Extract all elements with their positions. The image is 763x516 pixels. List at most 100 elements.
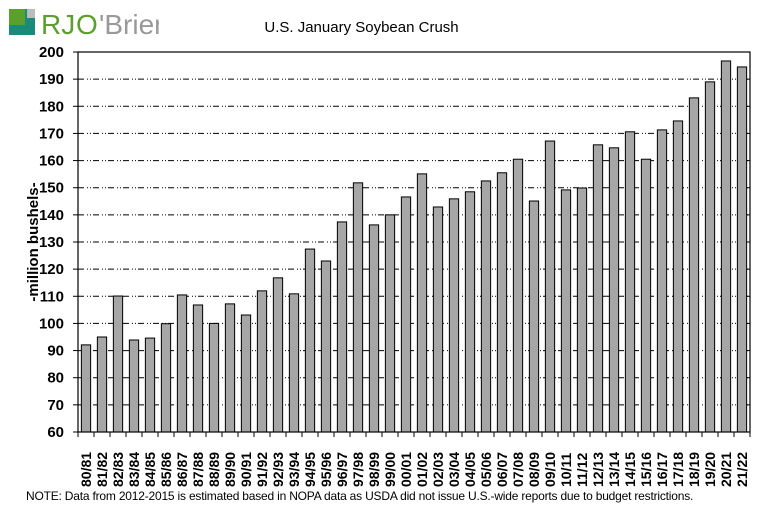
y-tick-label: 70 bbox=[47, 397, 64, 414]
y-tick-label: 60 bbox=[47, 424, 64, 441]
x-tick-label: 18/19 bbox=[686, 452, 702, 487]
bar bbox=[656, 129, 668, 433]
x-tick-label: 04/05 bbox=[462, 452, 478, 487]
bar bbox=[416, 173, 428, 433]
bar bbox=[528, 200, 540, 433]
rjobrien-logo: RJ O 'Brien bbox=[9, 9, 159, 39]
svg-text:'Brien: 'Brien bbox=[99, 9, 159, 39]
bar bbox=[80, 344, 92, 433]
bar bbox=[128, 339, 140, 433]
bar bbox=[384, 214, 396, 433]
y-tick-label: 140 bbox=[39, 207, 64, 224]
x-tick-label: 80/81 bbox=[78, 452, 94, 487]
x-tick-label: 16/17 bbox=[654, 452, 670, 487]
footnote: NOTE: Data from 2012-2015 is estimated b… bbox=[26, 489, 694, 503]
x-tick-label: 02/03 bbox=[430, 452, 446, 487]
y-tick-label: 80 bbox=[47, 370, 64, 387]
bar bbox=[160, 323, 172, 433]
x-tick-label: 15/16 bbox=[638, 452, 654, 487]
bar bbox=[112, 295, 124, 433]
bar bbox=[576, 187, 588, 433]
x-tick-label: 14/15 bbox=[622, 452, 638, 487]
x-tick-label: 19/20 bbox=[702, 452, 718, 487]
bar bbox=[560, 189, 572, 433]
x-tick-label: 10/11 bbox=[558, 453, 574, 487]
y-tick-label: 180 bbox=[39, 98, 64, 115]
bar bbox=[272, 277, 284, 433]
y-tick-label: 110 bbox=[40, 288, 64, 305]
bar bbox=[144, 337, 156, 433]
x-tick-label: 86/87 bbox=[174, 452, 190, 487]
bar bbox=[192, 304, 204, 433]
bar bbox=[480, 180, 492, 433]
x-tick-label: 94/95 bbox=[302, 452, 318, 487]
bar bbox=[624, 131, 636, 433]
bar bbox=[704, 81, 716, 433]
y-tick-label: 190 bbox=[39, 71, 64, 88]
bar bbox=[432, 206, 444, 433]
bar bbox=[512, 158, 524, 433]
x-tick-label: 13/14 bbox=[606, 452, 622, 487]
y-tick-label: 130 bbox=[39, 234, 64, 251]
x-tick-label: 17/18 bbox=[670, 452, 686, 487]
bar bbox=[672, 120, 684, 433]
bar bbox=[544, 140, 556, 433]
bar bbox=[368, 224, 380, 433]
chart-title: U.S. January Soybean Crush bbox=[264, 19, 459, 36]
svg-text:O: O bbox=[76, 9, 98, 39]
x-tick-label: 06/07 bbox=[494, 452, 510, 487]
plot-frame bbox=[77, 51, 751, 433]
bar bbox=[256, 290, 268, 433]
x-tick-label: 95/96 bbox=[318, 452, 334, 487]
bar bbox=[592, 144, 604, 433]
x-tick-label: 88/89 bbox=[206, 452, 222, 487]
x-tick-label: 96/97 bbox=[334, 452, 350, 487]
x-tick-label: 90/91 bbox=[238, 452, 254, 487]
y-tick-label: 170 bbox=[39, 125, 64, 142]
x-tick-label: 92/93 bbox=[270, 452, 286, 487]
bar bbox=[96, 336, 108, 433]
x-tick-label: 98/99 bbox=[366, 452, 382, 487]
bar bbox=[352, 182, 364, 433]
y-tick-label: 100 bbox=[39, 315, 64, 332]
x-tick-label: 97/98 bbox=[350, 452, 366, 487]
bar bbox=[400, 196, 412, 433]
x-tick-label: 20/21 bbox=[718, 452, 734, 487]
x-tick-label: 09/10 bbox=[542, 452, 558, 487]
x-tick-label: 01/02 bbox=[414, 452, 430, 487]
x-tick-label: 91/92 bbox=[254, 452, 270, 487]
x-tick-label: 82/83 bbox=[110, 452, 126, 487]
bar bbox=[496, 172, 508, 433]
bar bbox=[464, 191, 476, 433]
x-tick-label: 05/06 bbox=[478, 452, 494, 487]
y-tick-label: 200 bbox=[39, 44, 64, 61]
bar bbox=[640, 158, 652, 433]
bar bbox=[720, 60, 732, 433]
bar bbox=[608, 147, 620, 433]
bar bbox=[688, 97, 700, 433]
bar bbox=[208, 322, 220, 433]
y-tick-label: 150 bbox=[39, 180, 64, 197]
bar bbox=[736, 66, 748, 433]
x-tick-label: 93/94 bbox=[286, 452, 302, 487]
x-tick-label: 21/22 bbox=[734, 452, 750, 487]
bar bbox=[320, 260, 332, 433]
x-tick-label: 08/09 bbox=[526, 452, 542, 487]
bar bbox=[448, 198, 460, 433]
x-tick-label: 84/85 bbox=[142, 452, 158, 487]
x-tick-label: 00/01 bbox=[398, 452, 414, 487]
bar bbox=[288, 293, 300, 433]
bar bbox=[176, 294, 188, 433]
bar bbox=[304, 248, 316, 433]
bar bbox=[240, 314, 252, 433]
x-tick-label: 07/08 bbox=[510, 452, 526, 487]
y-axis-label: -million bushels- bbox=[25, 182, 42, 301]
x-tick-label: 83/84 bbox=[126, 452, 142, 487]
x-tick-label: 99/00 bbox=[382, 452, 398, 487]
y-tick-label: 120 bbox=[39, 261, 64, 278]
svg-text:RJ: RJ bbox=[41, 9, 75, 39]
y-tick-label: 160 bbox=[39, 153, 64, 170]
x-tick-label: 11/12 bbox=[574, 453, 590, 487]
x-tick-label: 81/82 bbox=[94, 452, 110, 487]
